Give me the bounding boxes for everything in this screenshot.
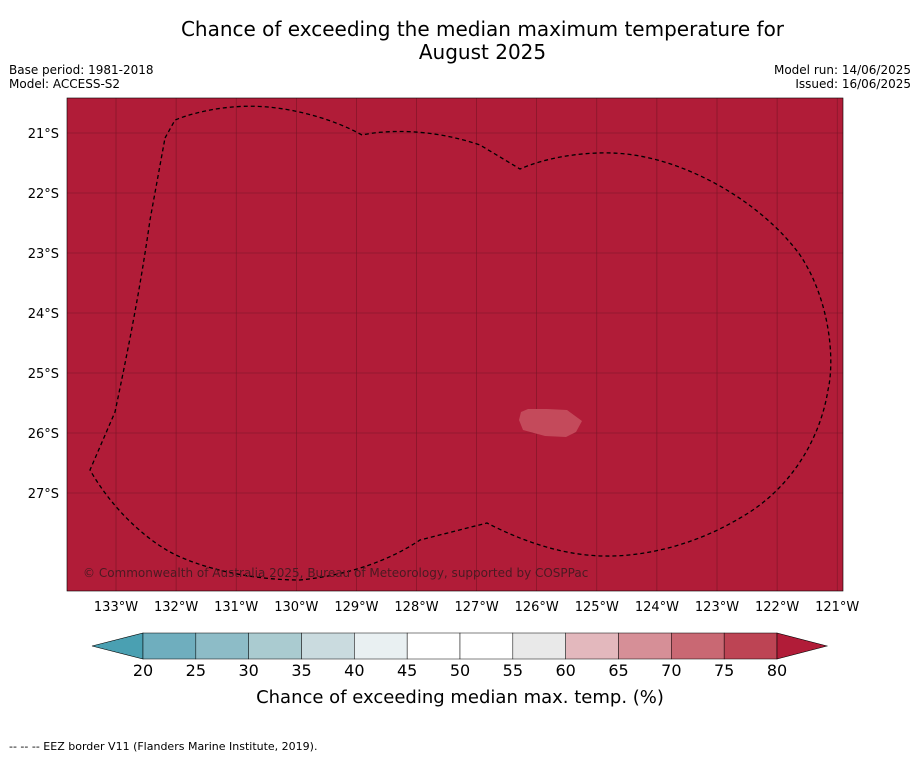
model-name: Model: ACCESS-S2: [9, 77, 121, 91]
longitude-tick-labels: 133°W 132°W 131°W 130°W 129°W 128°W 127°W 126°W…: [94, 600, 860, 615]
title-line-1: Chance of exceeding the median maximum t…: [180, 17, 785, 41]
eez-legend-note: -- -- -- EEZ border V11 (Flanders Marine…: [9, 740, 318, 753]
colorbar-bin: [512, 632, 566, 660]
map-title: Chance of exceeding the median maximum t…: [0, 18, 919, 64]
colorbar-tick: 25: [186, 661, 206, 680]
longitude-label: 121°W: [815, 600, 859, 615]
longitude-label: 126°W: [515, 600, 559, 615]
colorbar: [91, 632, 829, 660]
title-line-2: August 2025: [418, 40, 547, 64]
colorbar-bin: [195, 632, 249, 660]
colorbar-tick: 20: [133, 661, 153, 680]
latitude-label: 22°S: [28, 187, 59, 202]
colorbar-tick: 35: [291, 661, 311, 680]
colorbar-bin: [618, 632, 672, 660]
longitude-label: 130°W: [274, 600, 318, 615]
colorbar-bin: [354, 632, 408, 660]
longitude-label: 132°W: [154, 600, 198, 615]
longitude-label: 127°W: [455, 600, 499, 615]
colorbar-bin: [406, 632, 461, 660]
colorbar-tick: 80: [767, 661, 787, 680]
colorbar-bin: [723, 632, 778, 660]
latitude-label: 21°S: [28, 127, 59, 142]
colorbar-tick: 40: [344, 661, 364, 680]
colorbar-bin: [248, 632, 302, 660]
issued-date: Issued: 16/06/2025: [795, 77, 911, 91]
longitude-label: 133°W: [94, 600, 138, 615]
meta-left: Base period: 1981-2018 Model: ACCESS-S2: [9, 63, 154, 91]
longitude-label: 128°W: [394, 600, 438, 615]
eez-border: [89, 105, 832, 581]
colorbar-bin: [671, 632, 725, 660]
longitude-label: 124°W: [635, 600, 679, 615]
latitude-label: 23°S: [28, 247, 59, 262]
colorbar-tick: 65: [608, 661, 628, 680]
colorbar-bin: [459, 632, 514, 660]
colorbar-tick: 50: [450, 661, 470, 680]
longitude-label: 125°W: [575, 600, 619, 615]
graticule: [67, 98, 843, 591]
copyright-text: © Commonwealth of Australia 2025, Bureau…: [83, 566, 588, 580]
base-period: Base period: 1981-2018: [9, 63, 154, 77]
latitude-label: 26°S: [28, 427, 59, 442]
colorbar-tick: 60: [555, 661, 575, 680]
colorbar-label: Chance of exceeding median max. temp. (%…: [256, 687, 664, 708]
probability-patch: [519, 409, 582, 437]
colorbar-bin: [142, 632, 197, 660]
colorbar-over-arrow: [776, 632, 829, 660]
meta-right: Model run: 14/06/2025 Issued: 16/06/2025: [774, 63, 911, 91]
colorbar-tick: 45: [397, 661, 417, 680]
latitude-label: 27°S: [28, 487, 59, 502]
colorbar-tick: 30: [238, 661, 258, 680]
colorbar-tick: 55: [503, 661, 523, 680]
colorbar-bin: [301, 632, 355, 660]
colorbar-under-arrow: [91, 632, 144, 660]
colorbar-tick: 70: [661, 661, 681, 680]
longitude-label: 122°W: [755, 600, 799, 615]
latitude-label: 25°S: [28, 367, 59, 382]
colorbar-bin: [565, 632, 619, 660]
model-run: Model run: 14/06/2025: [773, 63, 911, 77]
colorbar-tick-labels: 20 25 30 35 40 45 50 55 60 65 70 75 80: [133, 661, 787, 680]
longitude-label: 131°W: [214, 600, 258, 615]
longitude-label: 123°W: [695, 600, 739, 615]
latitude-tick-labels: 21°S 22°S 23°S 24°S 25°S 26°S 27°S: [28, 127, 59, 502]
colorbar-tick: 75: [714, 661, 734, 680]
latitude-label: 24°S: [28, 307, 59, 322]
probability-field: [67, 98, 843, 591]
longitude-label: 129°W: [334, 600, 378, 615]
map-frame: [66, 97, 844, 592]
